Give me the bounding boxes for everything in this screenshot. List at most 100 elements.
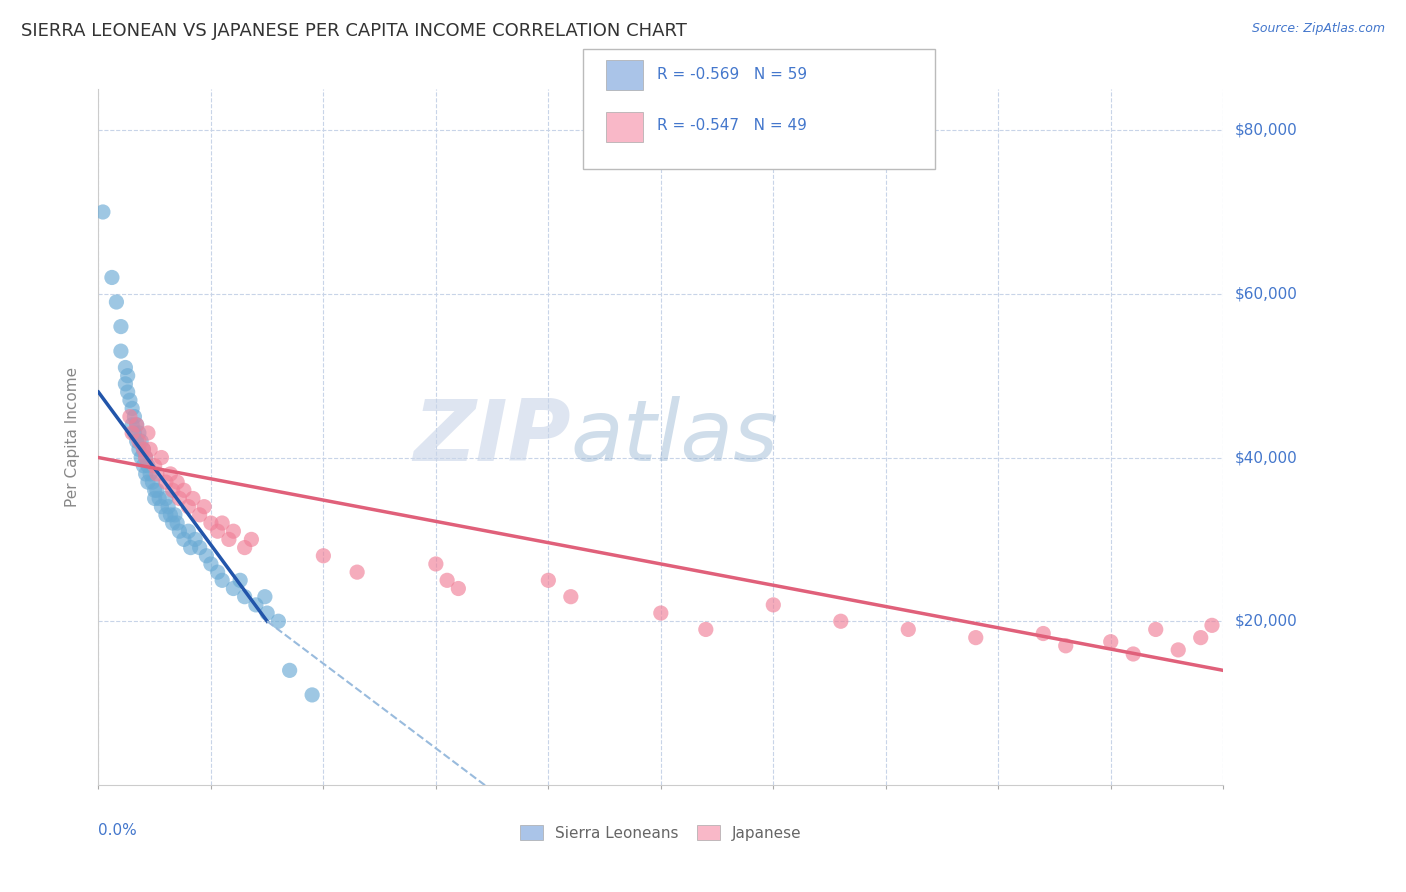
Point (139, 467, 162, 481)
Point (143, 458, 166, 473)
Point (447, 582, 470, 596)
Point (124, 425, 146, 440)
Point (218, 533, 240, 547)
Point (278, 664, 301, 678)
Point (188, 508, 211, 522)
Point (125, 417, 148, 432)
Point (1032, 626, 1054, 640)
Point (211, 516, 233, 530)
Point (114, 360, 136, 375)
Point (560, 590, 582, 604)
Point (135, 467, 157, 481)
Point (1144, 623, 1167, 637)
Point (245, 598, 267, 612)
Point (346, 565, 368, 579)
Legend: Sierra Leoneans, Japanese: Sierra Leoneans, Japanese (513, 819, 808, 847)
Point (148, 491, 170, 506)
Point (222, 582, 245, 596)
Point (162, 483, 184, 498)
Point (114, 376, 136, 391)
Point (253, 590, 276, 604)
Point (233, 590, 256, 604)
Point (169, 524, 191, 539)
Point (125, 434, 148, 449)
Point (207, 565, 229, 579)
Point (135, 450, 157, 465)
Point (129, 450, 152, 465)
Point (229, 574, 252, 588)
Point (101, 270, 124, 285)
Point (762, 598, 785, 612)
Point (110, 344, 132, 359)
Point (436, 574, 458, 588)
Point (132, 458, 155, 473)
Point (150, 500, 173, 514)
Text: $60,000: $60,000 (1234, 286, 1298, 301)
Point (240, 533, 263, 547)
Point (1099, 634, 1122, 648)
Point (139, 442, 162, 457)
Point (256, 606, 278, 620)
Point (129, 434, 152, 449)
Point (897, 623, 920, 637)
Point (125, 417, 148, 432)
Point (166, 516, 188, 530)
Point (118, 409, 141, 424)
Point (193, 500, 215, 514)
Point (200, 557, 222, 571)
Point (135, 450, 157, 465)
Text: ZIP: ZIP (413, 395, 571, 479)
Point (128, 442, 150, 457)
Point (1201, 618, 1223, 632)
Point (128, 425, 150, 440)
Point (1054, 639, 1077, 653)
Point (136, 425, 159, 440)
Point (157, 500, 180, 514)
Text: $40,000: $40,000 (1234, 450, 1298, 465)
Point (830, 614, 852, 628)
Point (1122, 647, 1144, 661)
Text: SIERRA LEONEAN VS JAPANESE PER CAPITA INCOME CORRELATION CHART: SIERRA LEONEAN VS JAPANESE PER CAPITA IN… (21, 22, 688, 40)
Y-axis label: Per Capita Income: Per Capita Income (65, 367, 80, 508)
Point (159, 467, 181, 481)
Point (117, 385, 139, 400)
Point (211, 574, 233, 588)
Point (146, 483, 169, 498)
Point (117, 368, 139, 383)
Point (184, 533, 207, 547)
Point (159, 508, 181, 522)
Point (110, 319, 132, 334)
Text: Source: ZipAtlas.com: Source: ZipAtlas.com (1251, 22, 1385, 36)
Point (537, 574, 560, 588)
Point (124, 409, 146, 424)
Point (169, 491, 191, 506)
Point (155, 491, 177, 506)
Point (121, 417, 143, 432)
Text: R = -0.569   N = 59: R = -0.569 N = 59 (657, 67, 807, 81)
Point (173, 483, 195, 498)
Point (965, 631, 987, 645)
Text: $20,000: $20,000 (1234, 614, 1298, 629)
Point (162, 516, 184, 530)
Point (222, 524, 245, 539)
Point (91, 205, 114, 219)
Point (136, 458, 159, 473)
Point (136, 475, 159, 489)
Text: R = -0.547   N = 49: R = -0.547 N = 49 (657, 119, 807, 133)
Point (312, 549, 335, 563)
Point (132, 442, 155, 457)
Point (121, 425, 143, 440)
Text: $80,000: $80,000 (1234, 122, 1298, 137)
Point (267, 614, 290, 628)
Point (200, 516, 222, 530)
Point (143, 491, 166, 506)
Point (695, 623, 717, 637)
Point (173, 533, 195, 547)
Point (128, 434, 150, 449)
Point (650, 606, 672, 620)
Point (177, 524, 200, 539)
Point (188, 541, 211, 555)
Point (1189, 631, 1212, 645)
Text: atlas: atlas (571, 395, 779, 479)
Point (195, 549, 218, 563)
